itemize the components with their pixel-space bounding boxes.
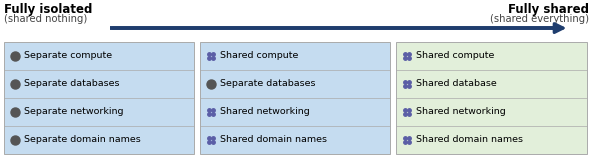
Bar [4, 42, 194, 154]
Text: Shared domain names: Shared domain names [416, 136, 522, 144]
Text: (shared everything): (shared everything) [490, 14, 589, 24]
Text: Shared database: Shared database [416, 80, 496, 88]
Text: Separate compute: Separate compute [24, 51, 111, 61]
Text: Shared compute: Shared compute [416, 51, 494, 61]
Text: Shared networking: Shared networking [416, 107, 505, 117]
Text: Separate networking: Separate networking [24, 107, 123, 117]
Text: Fully isolated: Fully isolated [4, 3, 93, 16]
Text: (shared nothing): (shared nothing) [4, 14, 87, 24]
Text: Shared networking: Shared networking [219, 107, 310, 117]
Text: Separate domain names: Separate domain names [24, 136, 141, 144]
Text: Separate databases: Separate databases [219, 80, 315, 88]
Bar [200, 42, 390, 154]
Text: Separate databases: Separate databases [24, 80, 119, 88]
Text: Shared domain names: Shared domain names [219, 136, 327, 144]
Text: Shared compute: Shared compute [219, 51, 298, 61]
Text: Fully shared: Fully shared [508, 3, 589, 16]
Bar [396, 42, 587, 154]
